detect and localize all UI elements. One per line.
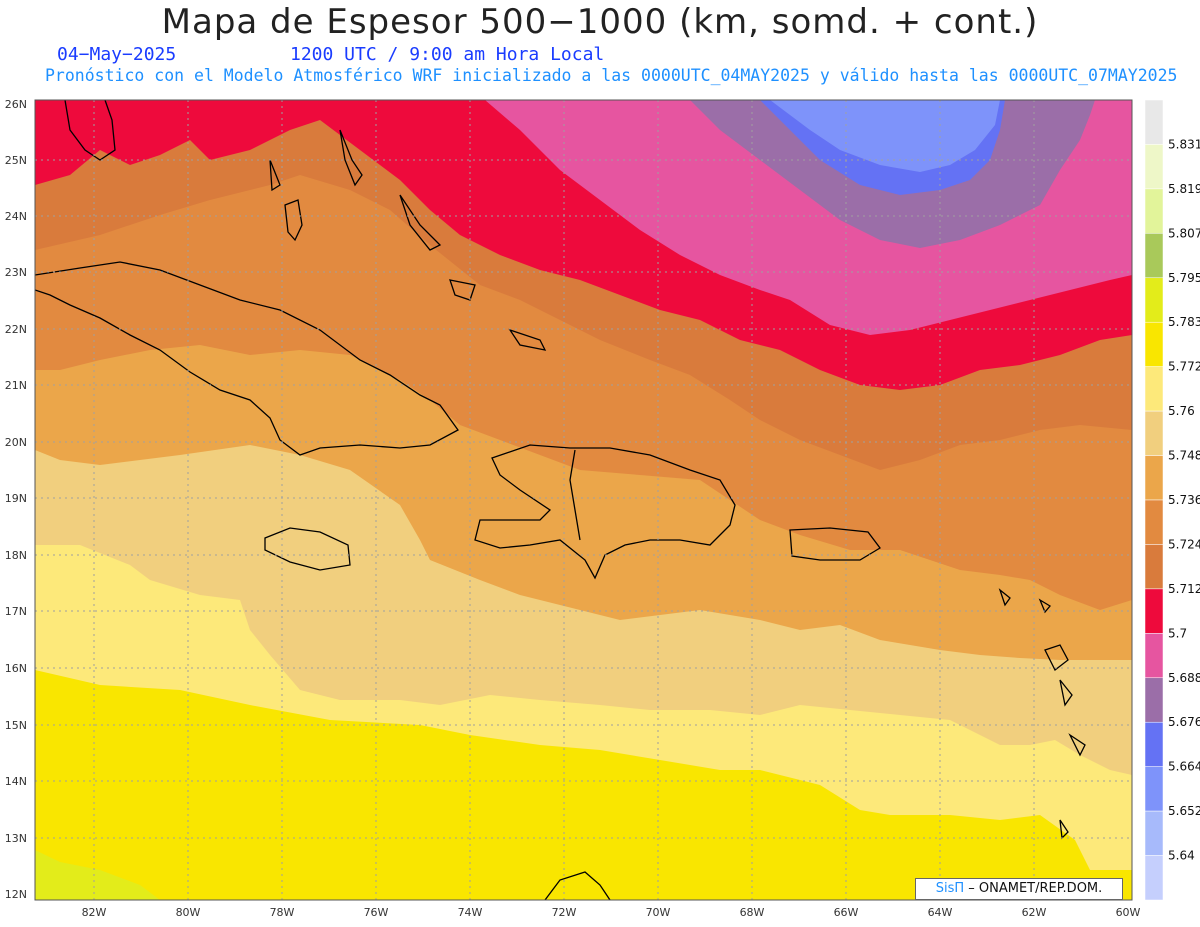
colorbar-swatch	[1144, 544, 1164, 590]
lat-label: 16N	[5, 662, 27, 675]
lon-label: 66W	[834, 906, 859, 919]
lat-label: 22N	[5, 323, 27, 336]
lon-label: 60W	[1116, 906, 1141, 919]
map-title: Mapa de Espesor 500−1000 (km, somd. + co…	[161, 2, 1039, 42]
colorbar-swatch	[1144, 99, 1164, 145]
latitude-labels: 26N 25N 24N 23N 22N 21N 20N 19N 18N 17N …	[5, 98, 27, 901]
colorbar-label: 5.724	[1168, 537, 1200, 551]
lat-label: 23N	[5, 266, 27, 279]
colorbar-swatch	[1144, 321, 1164, 367]
lon-label: 62W	[1022, 906, 1047, 919]
colorbar-swatch	[1144, 144, 1164, 190]
forecast-date: 04−May−2025	[57, 44, 177, 65]
colorbar-label: 5.652	[1168, 804, 1200, 818]
lat-label: 20N	[5, 436, 27, 449]
thickness-bands	[35, 100, 1132, 900]
colorbar-swatch	[1144, 766, 1164, 812]
colorbar-label: 5.64	[1168, 849, 1195, 863]
colorbar	[1144, 99, 1164, 901]
andros-outline	[284, 199, 303, 242]
florida-outline	[64, 100, 116, 161]
band-5784-sw	[35, 850, 160, 900]
colorbar-swatch	[1144, 455, 1164, 501]
colorbar-swatch	[1144, 188, 1164, 234]
colorbar-label: 5.819	[1168, 182, 1200, 196]
lon-label: 78W	[270, 906, 295, 919]
plot-frame	[34, 99, 1133, 901]
lon-label: 80W	[176, 906, 201, 919]
lat-label: 17N	[5, 605, 27, 618]
colorbar-swatch	[1144, 721, 1164, 767]
lat-label: 12N	[5, 888, 27, 901]
south-america-coast	[544, 871, 611, 900]
credit-box: SisΠ – ONAMET/REP.DOM.	[915, 878, 1123, 900]
colorbar-label: 5.783	[1168, 315, 1200, 329]
graticule	[35, 100, 1132, 900]
colorbar-label: 5.748	[1168, 449, 1200, 463]
colorbar-label: 5.772	[1168, 360, 1200, 374]
colorbar-label: 5.7	[1168, 626, 1187, 640]
colorbar-swatch	[1144, 410, 1164, 456]
credit-text: – ONAMET/REP.DOM.	[964, 881, 1103, 896]
longitude-labels: 82W 80W 78W 76W 74W 72W 70W 68W 66W 64W …	[82, 906, 1141, 919]
lat-label: 18N	[5, 549, 27, 562]
lat-label: 25N	[5, 154, 27, 167]
colorbar-label: 5.664	[1168, 760, 1200, 774]
forecast-time: 1200 UTC / 9:00 am Hora Local	[290, 44, 605, 65]
lon-label: 82W	[82, 906, 107, 919]
colorbar-label: 5.76	[1168, 404, 1195, 418]
lon-label: 68W	[740, 906, 765, 919]
colorbar-swatch	[1144, 855, 1164, 901]
colorbar-label: 5.795	[1168, 271, 1200, 285]
colorbar-swatch	[1144, 588, 1164, 634]
jamaica-outline	[264, 527, 351, 571]
band-5652	[770, 100, 1000, 172]
colorbar-swatch	[1144, 233, 1164, 279]
lon-label: 76W	[364, 906, 389, 919]
colorbar-labels: 5.831 5.819 5.807 5.795 5.783 5.772 5.76 5.748 5…	[1168, 137, 1200, 862]
colorbar-label: 5.736	[1168, 493, 1200, 507]
lesser-antilles-outline	[998, 588, 1086, 840]
colorbar-label: 5.831	[1168, 137, 1200, 151]
colorbar-swatch	[1144, 677, 1164, 723]
colorbar-swatch	[1144, 366, 1164, 412]
colorbar-swatch	[1144, 810, 1164, 856]
model-subtitle: Pronóstico con el Modelo Atmosférico WRF…	[45, 66, 1178, 85]
lat-label: 19N	[5, 492, 27, 505]
lon-label: 74W	[458, 906, 483, 919]
colorbar-swatch	[1144, 277, 1164, 323]
colorbar-swatch	[1144, 499, 1164, 545]
haiti-border	[569, 449, 581, 541]
colorbar-label: 5.688	[1168, 671, 1200, 685]
lat-label: 14N	[5, 775, 27, 788]
lat-label: 21N	[5, 379, 27, 392]
colorbar-swatch	[1144, 633, 1164, 679]
lat-label: 13N	[5, 832, 27, 845]
colorbar-label: 5.712	[1168, 582, 1200, 596]
lon-label: 64W	[928, 906, 953, 919]
colorbar-label: 5.807	[1168, 226, 1200, 240]
lat-label: 26N	[5, 98, 27, 111]
lat-label: 15N	[5, 719, 27, 732]
lat-label: 24N	[5, 210, 27, 223]
credit-brand: SisΠ	[935, 881, 965, 896]
puerto-rico-outline	[789, 527, 881, 561]
lon-label: 72W	[552, 906, 577, 919]
colorbar-label: 5.676	[1168, 715, 1200, 729]
lon-label: 70W	[646, 906, 671, 919]
cuba-outline	[35, 261, 459, 456]
